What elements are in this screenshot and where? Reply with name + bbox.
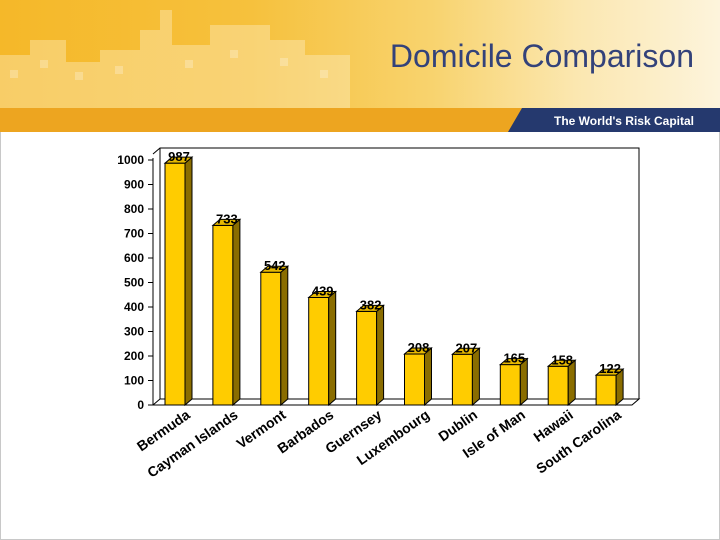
data-label: 158	[551, 352, 573, 367]
bar-side	[232, 218, 241, 407]
y-tick-label: 1000	[117, 153, 144, 167]
bar-front	[212, 224, 234, 406]
data-label: 122	[599, 361, 621, 376]
tagline-text: The World's Risk Capital	[554, 114, 694, 128]
data-label: 382	[360, 297, 382, 312]
data-label: 207	[456, 340, 478, 355]
bar-front	[308, 296, 330, 406]
bar-side	[184, 156, 193, 407]
bar	[307, 290, 338, 407]
value-axis: 0 100 200 300 400 500 600 700 800 900 1000	[117, 153, 154, 412]
bar-side	[280, 265, 289, 407]
slide-title: Domicile Comparison	[389, 38, 694, 74]
bar-series	[163, 156, 625, 407]
town-skyline-image	[0, 10, 350, 108]
y-tick-label: 600	[124, 251, 144, 265]
bar-front	[404, 353, 425, 406]
bar-side	[424, 346, 432, 407]
bar	[594, 368, 625, 407]
bar	[259, 265, 290, 407]
bar	[403, 346, 433, 407]
y-tick-label: 300	[124, 325, 144, 339]
data-label: 208	[408, 340, 430, 355]
bar-side	[328, 290, 337, 407]
category-label: Cayman Islands	[144, 406, 241, 480]
data-label: 987	[168, 149, 190, 164]
bar-top	[307, 290, 338, 298]
bar-top	[451, 347, 481, 355]
bar	[546, 359, 577, 407]
data-label: 165	[503, 351, 525, 366]
y-tick-label: 0	[137, 398, 144, 412]
category-label: South Carolina	[533, 406, 624, 476]
bar-top	[211, 218, 242, 226]
bar-front	[356, 310, 378, 406]
bar-front	[164, 162, 186, 406]
y-tick-label: 200	[124, 349, 144, 363]
y-tick-label: 100	[124, 374, 144, 388]
bar-top	[546, 359, 577, 367]
data-label: 542	[264, 258, 286, 273]
tagline-bar	[508, 108, 720, 132]
data-label: 439	[312, 283, 334, 298]
bar	[355, 304, 385, 407]
y-tick-label: 800	[124, 202, 144, 216]
bar-top	[498, 358, 529, 366]
back-wall	[152, 147, 640, 399]
y-tick-label: 500	[124, 276, 144, 290]
bar-side	[376, 304, 385, 407]
bar	[451, 347, 481, 407]
y-tick-label: 400	[124, 300, 144, 314]
bar	[498, 357, 529, 407]
bar-side	[471, 347, 480, 407]
header-banner	[0, 0, 720, 108]
bar-top	[163, 156, 194, 164]
data-label: 733	[216, 211, 238, 226]
bar-front	[547, 365, 569, 406]
bar-top	[355, 304, 385, 312]
bar-front	[595, 374, 617, 406]
y-tick-label: 900	[124, 178, 144, 192]
bar	[211, 218, 242, 407]
bar-top	[259, 265, 290, 273]
bar-front	[451, 353, 473, 406]
bar-top	[403, 347, 433, 355]
bar-front	[499, 364, 521, 406]
y-tick-label: 700	[124, 227, 144, 241]
data-labels: 987 733 542 439 382 208 207 165 158 122	[168, 149, 621, 376]
bar-top	[594, 368, 625, 376]
bar-front	[260, 271, 282, 406]
bar	[163, 156, 194, 407]
